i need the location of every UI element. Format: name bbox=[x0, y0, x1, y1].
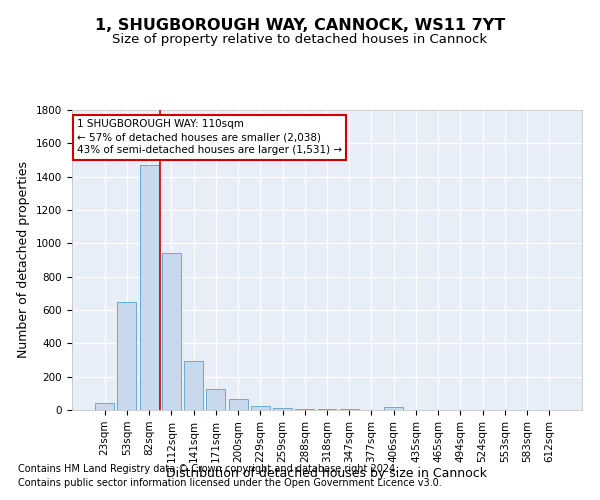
Y-axis label: Number of detached properties: Number of detached properties bbox=[17, 162, 31, 358]
Bar bbox=[206, 389, 225, 410]
X-axis label: Distribution of detached houses by size in Cannock: Distribution of detached houses by size … bbox=[167, 468, 487, 480]
Bar bbox=[251, 406, 270, 410]
Text: Contains HM Land Registry data © Crown copyright and database right 2024.
Contai: Contains HM Land Registry data © Crown c… bbox=[18, 464, 442, 487]
Bar bbox=[140, 165, 158, 410]
Bar bbox=[273, 408, 292, 410]
Bar bbox=[295, 408, 314, 410]
Text: 1 SHUGBOROUGH WAY: 110sqm
← 57% of detached houses are smaller (2,038)
43% of se: 1 SHUGBOROUGH WAY: 110sqm ← 57% of detac… bbox=[77, 119, 342, 156]
Bar bbox=[384, 407, 403, 410]
Bar bbox=[118, 302, 136, 410]
Bar bbox=[317, 409, 337, 410]
Bar bbox=[184, 361, 203, 410]
Bar bbox=[162, 254, 181, 410]
Bar bbox=[95, 404, 114, 410]
Text: 1, SHUGBOROUGH WAY, CANNOCK, WS11 7YT: 1, SHUGBOROUGH WAY, CANNOCK, WS11 7YT bbox=[95, 18, 505, 32]
Text: Size of property relative to detached houses in Cannock: Size of property relative to detached ho… bbox=[112, 32, 488, 46]
Bar bbox=[229, 399, 248, 410]
